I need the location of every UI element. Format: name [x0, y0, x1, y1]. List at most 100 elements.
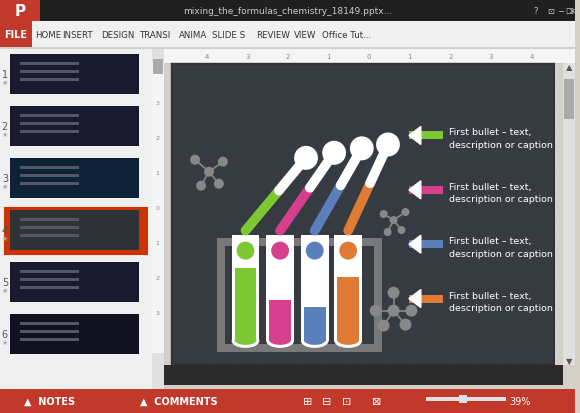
Bar — [564, 80, 574, 120]
Text: ⊟: ⊟ — [322, 396, 332, 406]
Bar — [10, 262, 139, 302]
Text: 2: 2 — [155, 136, 160, 141]
Bar — [409, 295, 443, 303]
Text: mixing_the_formulas_chemistry_18149.pptx...: mixing_the_formulas_chemistry_18149.pptx… — [183, 7, 392, 15]
Text: SLIDE S: SLIDE S — [212, 31, 245, 39]
Text: 4: 4 — [205, 54, 209, 60]
Text: 1: 1 — [2, 70, 8, 80]
Bar — [20, 115, 79, 118]
Circle shape — [397, 226, 405, 235]
Text: ★: ★ — [2, 132, 8, 138]
Circle shape — [218, 157, 228, 167]
Bar — [5, 209, 147, 254]
Text: ─: ─ — [559, 7, 564, 15]
Text: ★: ★ — [2, 339, 8, 345]
Circle shape — [401, 209, 409, 216]
Bar — [426, 397, 506, 401]
Text: P: P — [14, 3, 26, 19]
Bar — [304, 307, 325, 341]
Bar — [10, 314, 139, 354]
Ellipse shape — [301, 334, 329, 348]
Text: 3: 3 — [155, 311, 160, 316]
Polygon shape — [409, 181, 421, 199]
Bar — [0, 22, 575, 48]
Text: ⊡: ⊡ — [342, 396, 351, 406]
Text: 3: 3 — [489, 54, 494, 60]
Circle shape — [271, 242, 289, 260]
Bar — [164, 365, 563, 385]
Text: ▼: ▼ — [566, 357, 572, 366]
Ellipse shape — [231, 334, 259, 348]
Text: 2: 2 — [448, 54, 453, 60]
Bar — [563, 64, 575, 365]
Text: DESIGN: DESIGN — [101, 31, 135, 39]
Bar — [20, 338, 79, 341]
Text: 2: 2 — [2, 122, 8, 132]
Bar — [20, 183, 79, 185]
Circle shape — [383, 228, 392, 237]
Bar — [266, 235, 294, 341]
Bar — [20, 166, 79, 170]
Bar — [20, 63, 79, 66]
Text: ⊞: ⊞ — [303, 396, 312, 406]
Bar — [334, 235, 362, 341]
Text: 2: 2 — [155, 276, 160, 281]
Text: 2: 2 — [286, 54, 290, 60]
Bar — [20, 175, 79, 178]
Bar — [20, 226, 79, 230]
Bar — [20, 123, 79, 126]
Bar — [20, 131, 79, 134]
Bar — [0, 48, 575, 50]
Bar — [10, 107, 139, 147]
Text: ★: ★ — [2, 235, 8, 242]
Text: ⊠: ⊠ — [372, 396, 382, 406]
Bar — [459, 395, 467, 403]
Text: REVIEW: REVIEW — [256, 31, 289, 39]
Text: ⊡: ⊡ — [548, 7, 554, 15]
Bar — [409, 241, 443, 249]
Text: 1: 1 — [155, 241, 160, 246]
Bar — [152, 50, 164, 389]
Text: 0: 0 — [155, 206, 160, 211]
Text: 0: 0 — [367, 54, 371, 60]
Bar — [234, 268, 256, 341]
Bar — [374, 239, 382, 352]
Text: First bullet – text,
description or caption: First bullet – text, description or capt… — [448, 183, 553, 204]
Bar — [20, 271, 79, 273]
Bar — [269, 300, 291, 341]
Bar — [0, 22, 32, 48]
Circle shape — [378, 320, 390, 332]
Bar — [409, 186, 443, 195]
Bar — [301, 235, 329, 341]
Ellipse shape — [304, 335, 325, 345]
Ellipse shape — [334, 334, 362, 348]
Text: 39%: 39% — [510, 396, 531, 406]
Text: FILE: FILE — [5, 30, 27, 40]
Text: 1: 1 — [155, 171, 160, 176]
Circle shape — [237, 242, 255, 260]
Text: Office Tut...: Office Tut... — [322, 31, 371, 39]
Bar — [338, 278, 359, 341]
Circle shape — [306, 242, 324, 260]
Circle shape — [322, 141, 346, 165]
Text: ★: ★ — [2, 287, 8, 293]
Circle shape — [350, 137, 374, 161]
Ellipse shape — [338, 335, 359, 345]
Polygon shape — [409, 236, 421, 254]
Text: ✕: ✕ — [570, 7, 577, 15]
Bar — [0, 50, 164, 389]
Text: 1: 1 — [327, 54, 331, 60]
Polygon shape — [409, 127, 421, 145]
Text: INSERT: INSERT — [63, 31, 93, 39]
Text: 3: 3 — [2, 173, 8, 183]
Text: First bullet – text,
description or caption: First bullet – text, description or capt… — [448, 237, 553, 258]
Circle shape — [376, 133, 400, 157]
Text: First bullet – text,
description or caption: First bullet – text, description or capt… — [448, 291, 553, 312]
Circle shape — [214, 179, 224, 189]
Text: ANIMA: ANIMA — [179, 31, 206, 39]
Circle shape — [339, 242, 357, 260]
Text: ▲  NOTES: ▲ NOTES — [24, 396, 75, 406]
Polygon shape — [409, 290, 421, 308]
Circle shape — [204, 167, 214, 177]
Text: 4: 4 — [530, 54, 534, 60]
